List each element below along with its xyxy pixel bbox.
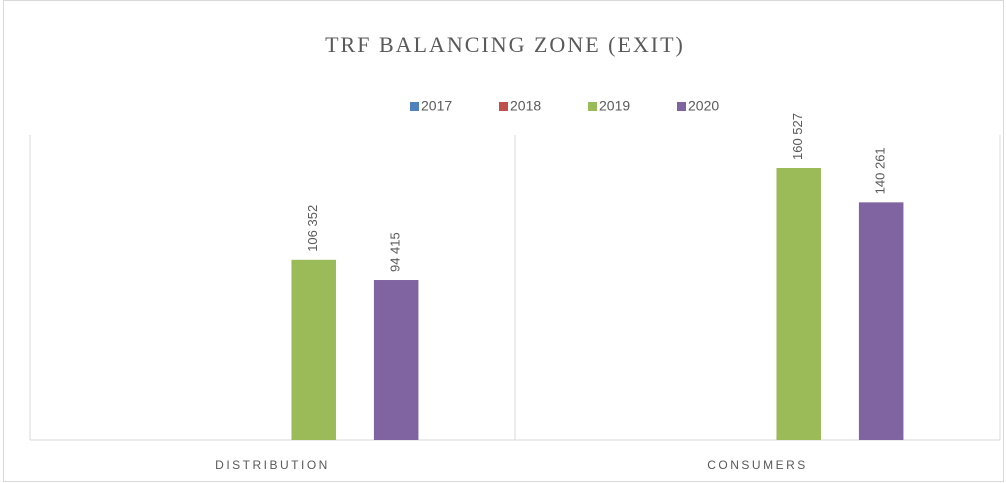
- legend-swatch: [499, 102, 508, 111]
- chart-title: TRF BALANCING ZONE (EXIT): [325, 32, 685, 57]
- x-tick-label: CONSUMERS: [707, 458, 808, 472]
- legend-swatch: [677, 102, 686, 111]
- legend-label: 2018: [510, 98, 541, 114]
- legend-label: 2017: [421, 98, 452, 114]
- legend-label: 2020: [688, 98, 719, 114]
- x-tick-label: DISTRIBUTION: [215, 458, 330, 472]
- data-label: 94 415: [388, 232, 403, 272]
- bar: [291, 259, 336, 440]
- bar: [858, 202, 904, 440]
- data-label: 160 527: [790, 113, 805, 160]
- data-label: 140 261: [873, 147, 888, 194]
- legend-label: 2019: [599, 98, 630, 114]
- bar: [776, 167, 821, 440]
- bar: [373, 280, 419, 440]
- chart-frame: [3, 0, 1004, 482]
- legend-swatch: [410, 102, 419, 111]
- legend-swatch: [588, 102, 597, 111]
- data-label: 106 352: [305, 205, 320, 252]
